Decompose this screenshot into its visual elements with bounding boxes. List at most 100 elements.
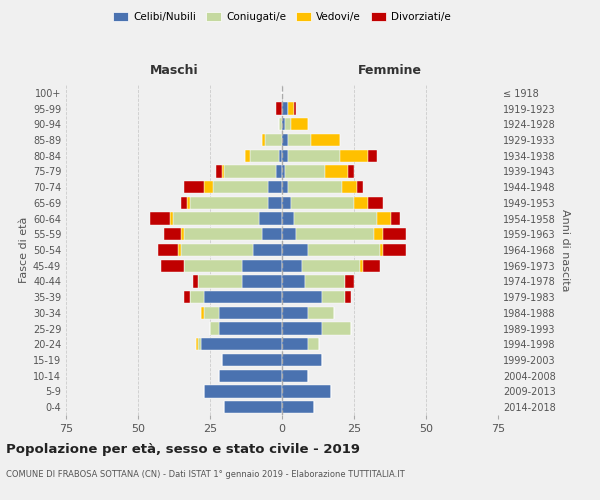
Bar bbox=[190, 196, 268, 209]
Bar bbox=[164, 228, 181, 240]
Bar bbox=[204, 181, 213, 194]
Bar bbox=[308, 338, 319, 350]
Bar bbox=[302, 260, 360, 272]
Bar bbox=[391, 212, 400, 224]
Bar bbox=[149, 212, 170, 224]
Text: Popolazione per età, sesso e stato civile - 2019: Popolazione per età, sesso e stato civil… bbox=[6, 442, 360, 456]
Bar bbox=[282, 322, 322, 334]
Bar bbox=[204, 306, 218, 319]
Bar bbox=[346, 291, 351, 304]
Bar bbox=[282, 386, 331, 398]
Bar bbox=[224, 401, 282, 413]
Bar bbox=[374, 228, 383, 240]
Bar bbox=[282, 150, 288, 162]
Bar bbox=[288, 150, 340, 162]
Bar bbox=[282, 196, 290, 209]
Bar bbox=[357, 181, 362, 194]
Bar bbox=[224, 166, 276, 177]
Bar bbox=[362, 260, 380, 272]
Bar bbox=[253, 244, 282, 256]
Bar bbox=[282, 102, 288, 115]
Bar bbox=[282, 166, 285, 177]
Bar bbox=[218, 322, 282, 334]
Bar bbox=[322, 322, 351, 334]
Bar bbox=[288, 102, 293, 115]
Y-axis label: Fasce di età: Fasce di età bbox=[19, 217, 29, 283]
Bar bbox=[325, 166, 348, 177]
Bar bbox=[268, 196, 282, 209]
Bar bbox=[285, 118, 290, 130]
Bar bbox=[210, 322, 218, 334]
Bar bbox=[282, 338, 308, 350]
Bar bbox=[279, 150, 282, 162]
Bar bbox=[282, 354, 322, 366]
Bar bbox=[383, 228, 406, 240]
Bar bbox=[293, 212, 377, 224]
Bar bbox=[268, 181, 282, 194]
Bar bbox=[193, 276, 199, 287]
Bar bbox=[184, 260, 242, 272]
Bar bbox=[218, 306, 282, 319]
Bar bbox=[204, 291, 282, 304]
Bar bbox=[265, 134, 282, 146]
Bar bbox=[308, 306, 334, 319]
Text: Maschi: Maschi bbox=[149, 64, 199, 77]
Bar bbox=[348, 166, 354, 177]
Bar bbox=[199, 276, 242, 287]
Bar bbox=[181, 196, 187, 209]
Bar bbox=[190, 291, 204, 304]
Bar bbox=[199, 338, 202, 350]
Bar bbox=[196, 338, 199, 350]
Bar bbox=[346, 276, 354, 287]
Bar bbox=[354, 196, 368, 209]
Bar bbox=[202, 306, 204, 319]
Bar bbox=[218, 370, 282, 382]
Bar bbox=[158, 244, 178, 256]
Bar bbox=[288, 181, 343, 194]
Bar bbox=[187, 196, 190, 209]
Bar bbox=[204, 386, 282, 398]
Bar bbox=[311, 134, 340, 146]
Bar bbox=[276, 102, 282, 115]
Bar bbox=[250, 150, 279, 162]
Bar bbox=[173, 212, 259, 224]
Bar bbox=[216, 166, 221, 177]
Text: Femmine: Femmine bbox=[358, 64, 422, 77]
Bar bbox=[181, 228, 184, 240]
Bar bbox=[290, 196, 354, 209]
Bar bbox=[181, 244, 253, 256]
Bar bbox=[282, 401, 314, 413]
Bar bbox=[184, 228, 262, 240]
Bar bbox=[259, 212, 282, 224]
Bar bbox=[221, 166, 224, 177]
Bar bbox=[213, 181, 268, 194]
Bar bbox=[368, 150, 377, 162]
Bar bbox=[242, 260, 282, 272]
Bar bbox=[285, 166, 325, 177]
Bar bbox=[221, 354, 282, 366]
Bar bbox=[380, 244, 383, 256]
Bar bbox=[293, 102, 296, 115]
Bar bbox=[343, 181, 357, 194]
Bar bbox=[282, 228, 296, 240]
Bar bbox=[276, 166, 282, 177]
Bar bbox=[282, 306, 308, 319]
Bar bbox=[282, 370, 308, 382]
Bar bbox=[296, 228, 374, 240]
Bar bbox=[262, 134, 265, 146]
Bar bbox=[368, 196, 383, 209]
Bar bbox=[161, 260, 184, 272]
Bar bbox=[282, 134, 288, 146]
Bar bbox=[282, 181, 288, 194]
Y-axis label: Anni di nascita: Anni di nascita bbox=[560, 208, 570, 291]
Bar bbox=[282, 212, 293, 224]
Bar bbox=[202, 338, 282, 350]
Bar bbox=[282, 276, 305, 287]
Bar bbox=[242, 276, 282, 287]
Bar bbox=[322, 291, 346, 304]
Bar bbox=[279, 118, 282, 130]
Bar bbox=[377, 212, 391, 224]
Bar bbox=[308, 244, 380, 256]
Bar bbox=[282, 118, 285, 130]
Bar bbox=[305, 276, 346, 287]
